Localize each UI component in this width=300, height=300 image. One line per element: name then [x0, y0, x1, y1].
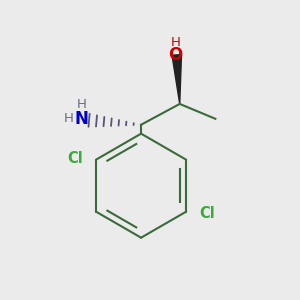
Text: Cl: Cl [200, 206, 215, 221]
Polygon shape [172, 55, 182, 104]
Text: O: O [168, 46, 182, 64]
Text: Cl: Cl [67, 151, 83, 166]
Text: N: N [75, 110, 88, 128]
Text: H: H [64, 112, 74, 125]
Text: H: H [77, 98, 87, 111]
Text: H: H [170, 36, 180, 49]
